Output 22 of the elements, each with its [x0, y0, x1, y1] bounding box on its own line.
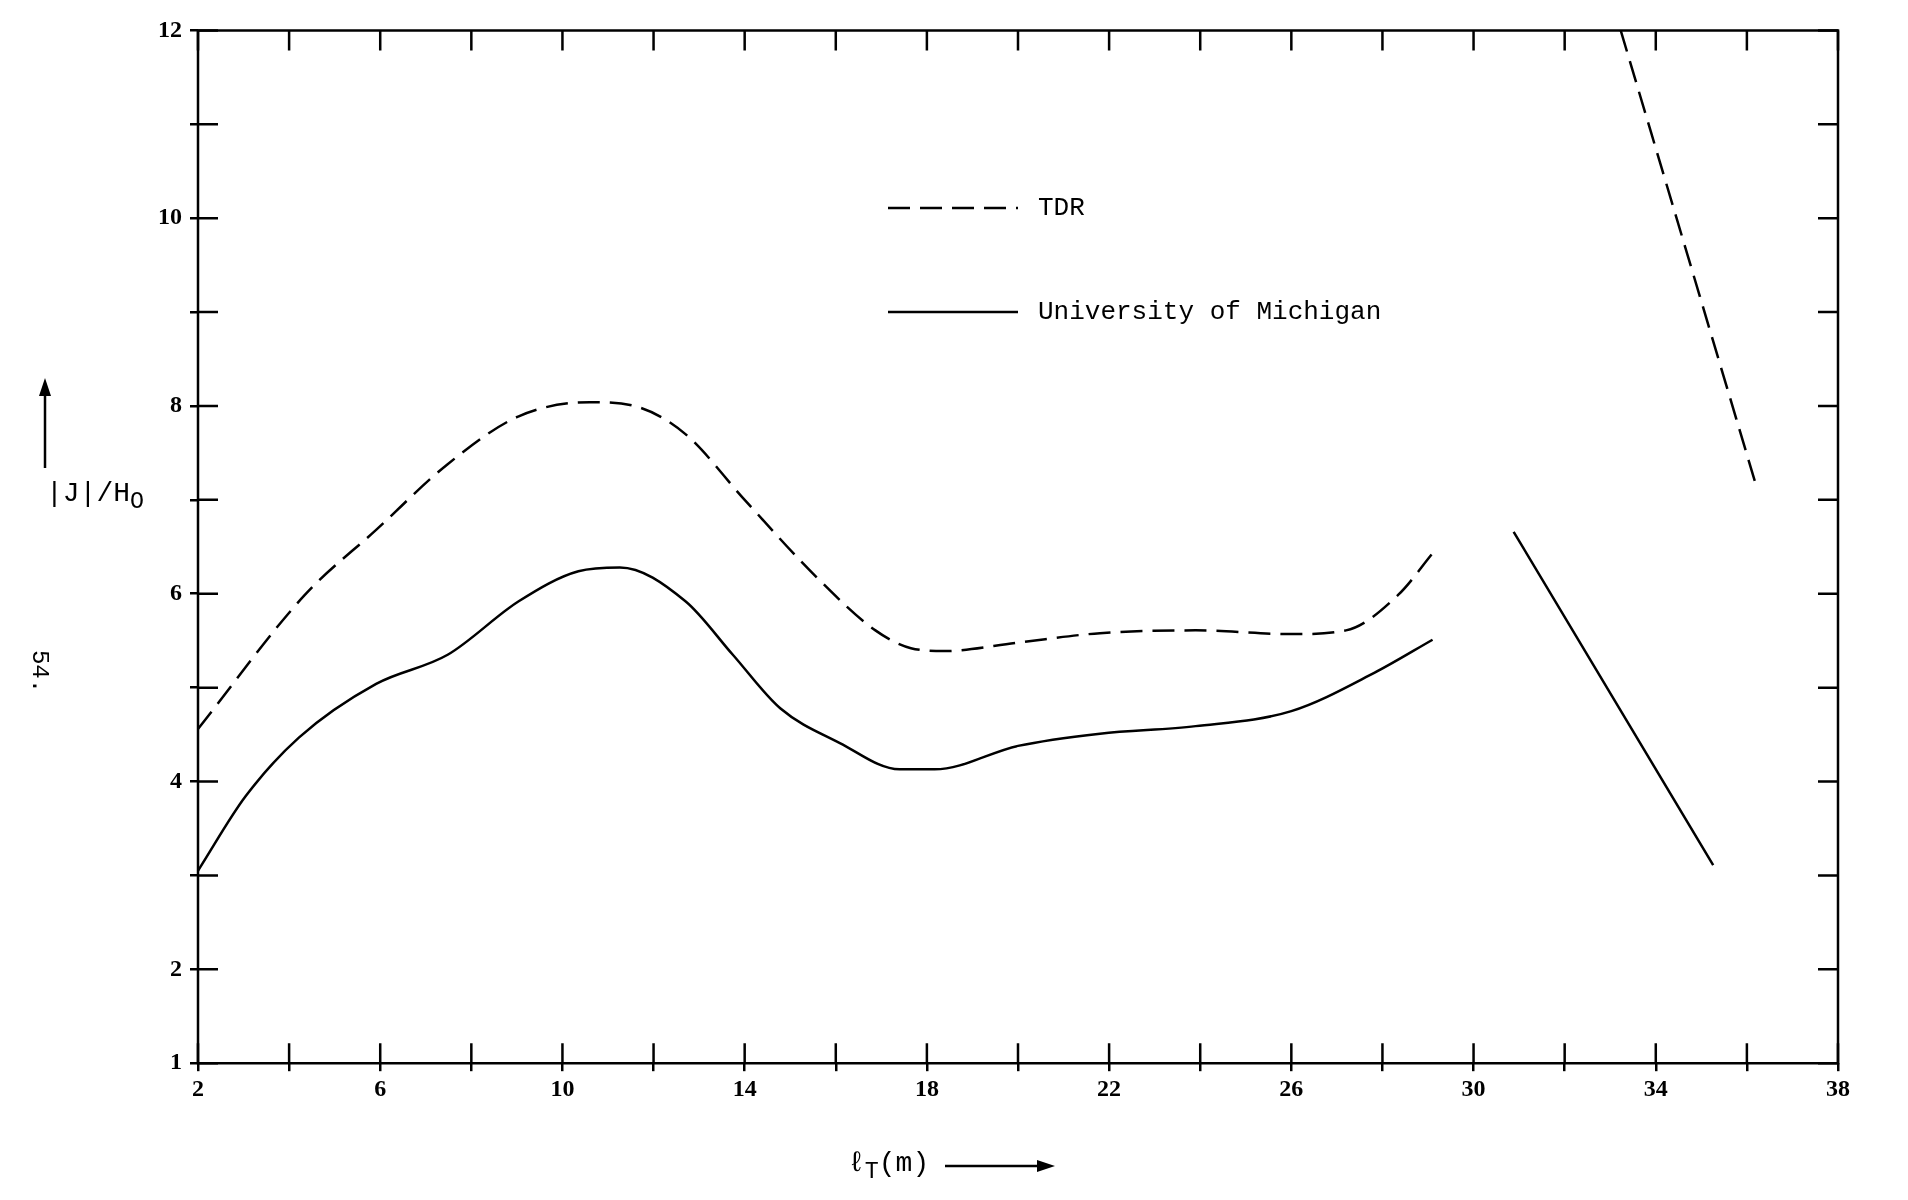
x-tick-label: 34	[1643, 1074, 1668, 1101]
x-tick-label: 18	[914, 1074, 939, 1101]
x-tick-label: 10	[550, 1074, 575, 1101]
text: 54.	[26, 649, 54, 694]
x-tick-label: 26	[1279, 1074, 1304, 1101]
x-tick-label: 14	[732, 1074, 757, 1101]
y-tick-label: 2	[170, 954, 182, 981]
x-axis-title: ℓ$_{T}$(m)	[848, 1148, 930, 1185]
y-tick-label: 8	[170, 391, 182, 418]
legend-label: University of Michigan	[1038, 297, 1382, 327]
y-tick-label: 6	[170, 578, 182, 605]
x-tick-label: 38	[1826, 1074, 1850, 1101]
y-tick-label: 4	[170, 766, 182, 793]
y-tick-label: 1	[170, 1048, 182, 1075]
x-tick-label: 30	[1461, 1074, 1486, 1101]
x-tick-label: 2	[192, 1074, 204, 1101]
legend-label: TDR	[1038, 193, 1085, 223]
y-axis-title: |J|/H$_{O}$	[46, 478, 145, 515]
x-tick-label: 22	[1097, 1074, 1122, 1101]
y-tick-label: 10	[158, 203, 182, 230]
x-tick-label: 6	[374, 1074, 387, 1101]
y-tick-label: 12	[158, 15, 182, 42]
